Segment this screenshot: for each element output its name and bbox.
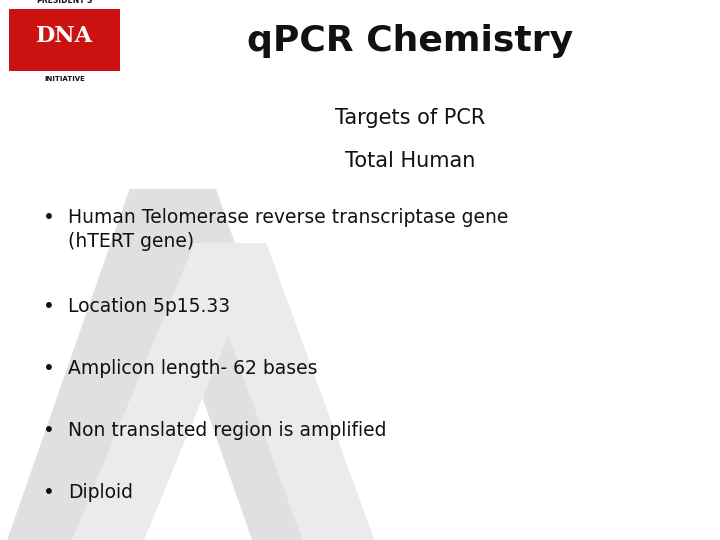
Text: qPCR Chemistry: qPCR Chemistry bbox=[248, 24, 573, 58]
Text: Targets of PCR: Targets of PCR bbox=[336, 108, 485, 128]
Text: PRESIDENT'S: PRESIDENT'S bbox=[36, 0, 93, 5]
Text: •: • bbox=[43, 297, 55, 316]
Text: Amplicon length- 62 bases: Amplicon length- 62 bases bbox=[68, 359, 318, 378]
Polygon shape bbox=[194, 243, 374, 540]
Text: •: • bbox=[43, 483, 55, 502]
Text: Human Telomerase reverse transcriptase gene
(hTERT gene): Human Telomerase reverse transcriptase g… bbox=[68, 208, 509, 251]
Polygon shape bbox=[86, 335, 266, 389]
Polygon shape bbox=[130, 189, 338, 540]
Polygon shape bbox=[7, 189, 216, 540]
Text: Diploid: Diploid bbox=[68, 483, 133, 502]
Text: Location 5p15.33: Location 5p15.33 bbox=[68, 297, 230, 316]
Text: INITIATIVE: INITIATIVE bbox=[44, 76, 85, 82]
Text: Total Human: Total Human bbox=[345, 151, 476, 171]
FancyBboxPatch shape bbox=[9, 9, 120, 71]
Polygon shape bbox=[72, 243, 266, 540]
Text: Non translated region is amplified: Non translated region is amplified bbox=[68, 421, 387, 440]
Text: •: • bbox=[43, 421, 55, 440]
Text: DNA: DNA bbox=[36, 25, 93, 47]
Text: •: • bbox=[43, 359, 55, 378]
Text: •: • bbox=[43, 208, 55, 227]
